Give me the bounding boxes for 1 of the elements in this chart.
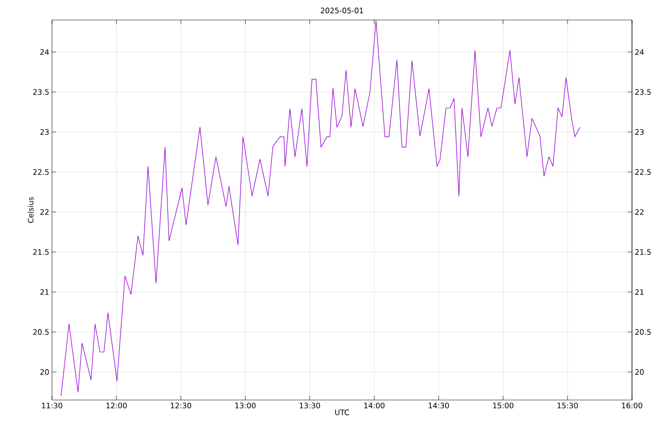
line-series [60, 20, 580, 396]
